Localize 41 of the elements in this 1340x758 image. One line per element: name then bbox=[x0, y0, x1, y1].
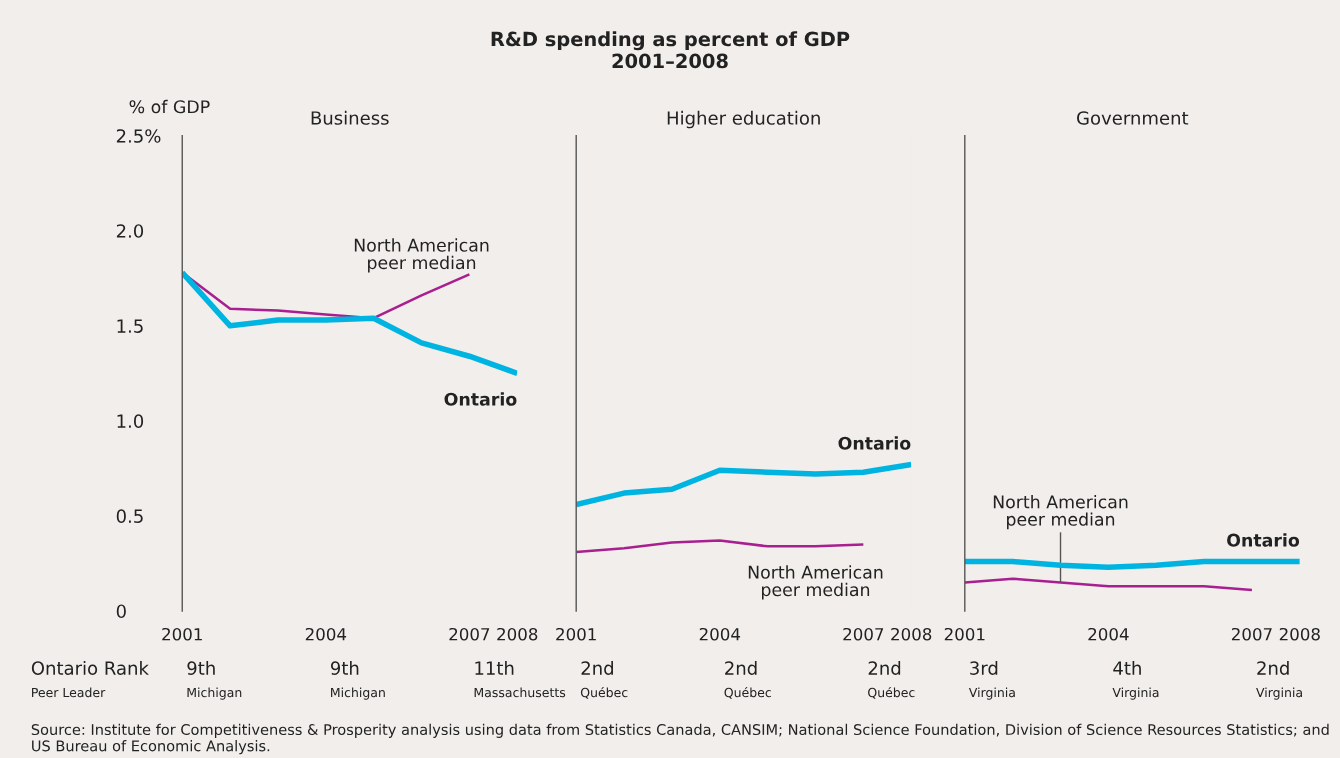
y-axis-title: % of GDP bbox=[129, 99, 210, 114]
y-tick-label: 1.0 bbox=[117, 414, 144, 428]
text: R&D spending as percent of GDP 2001–2008 bbox=[491, 31, 850, 69]
x-tick-label: 2004 bbox=[305, 627, 347, 641]
y-tick-label: 1.5 bbox=[117, 319, 143, 333]
x-tick-label: 2001 bbox=[162, 627, 202, 641]
x-tick-label: 2008 bbox=[497, 627, 538, 641]
y-tick-label: 2.0 bbox=[116, 224, 144, 238]
text: 4th Virginia bbox=[1112, 660, 1159, 700]
text: 11th Massachusetts bbox=[474, 660, 566, 698]
text: 3rd Virginia bbox=[968, 660, 1015, 700]
text: 2nd Québec bbox=[724, 660, 771, 699]
text: North American peer median bbox=[993, 494, 1128, 530]
text: 9th Michigan bbox=[330, 660, 385, 700]
x-tick-label: 2008 bbox=[891, 627, 932, 641]
text: 2nd Québec bbox=[580, 660, 628, 699]
series-label: Ontario bbox=[1227, 533, 1300, 547]
series-label: Ontario bbox=[838, 436, 911, 450]
x-tick-label: 2004 bbox=[699, 627, 741, 641]
source-note: Source: Institute for Competitiveness & Prosperity analysis using data from Statistics Canada, CANSIM; National Science Foundation, Division of Science Resources Statistics; and US Bureau of Economic Analysis. bbox=[31, 723, 1329, 755]
text: Peer Leader bbox=[32, 687, 106, 698]
x-tick-label: 2004 bbox=[1088, 627, 1129, 641]
chart-title: Business bbox=[311, 110, 389, 125]
text: 9th Michigan bbox=[187, 660, 242, 700]
x-tick-label: 2001 bbox=[556, 627, 596, 641]
y-tick-label: 0 bbox=[116, 604, 126, 619]
text: 2nd Québec bbox=[868, 660, 915, 699]
x-tick-label: 2007 bbox=[449, 627, 490, 641]
x-tick-label: 2001 bbox=[944, 627, 985, 641]
chart-title: Higher education bbox=[667, 110, 820, 129]
x-tick-label: 2007 bbox=[843, 627, 884, 641]
text: Ontario Rank bbox=[31, 660, 149, 675]
y-tick-label: 2.5% bbox=[116, 129, 161, 143]
series-label: Ontario bbox=[444, 392, 517, 406]
series-label: North American peer median bbox=[354, 238, 489, 273]
x-tick-label: 2008 bbox=[1279, 627, 1320, 641]
chart-title: Government bbox=[1077, 111, 1189, 125]
x-tick-label: 2007 bbox=[1231, 627, 1272, 641]
series-label: North American peer median bbox=[748, 565, 883, 600]
y-tick-label: 0.5 bbox=[116, 509, 143, 524]
text: 2nd Virginia bbox=[1256, 660, 1302, 700]
